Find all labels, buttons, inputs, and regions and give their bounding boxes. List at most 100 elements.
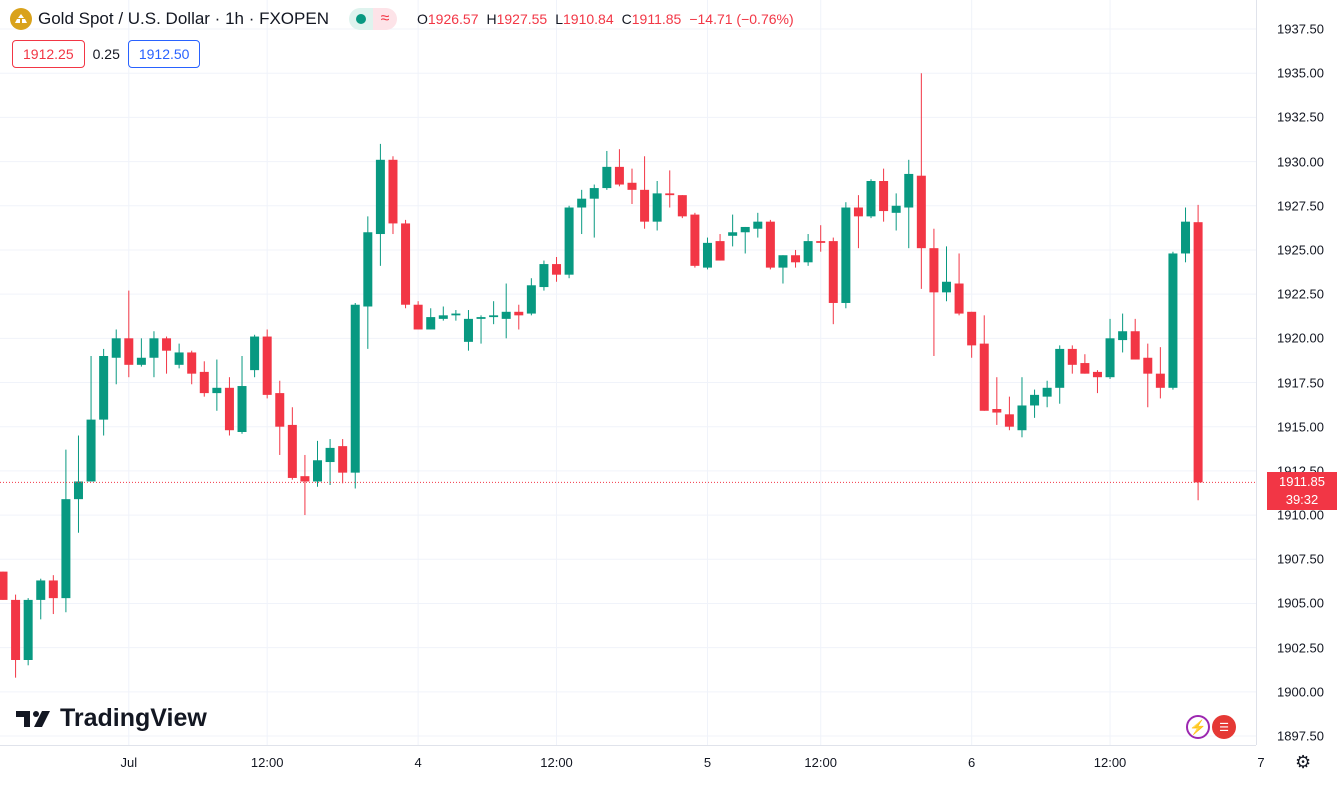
candle-body <box>350 304 360 473</box>
symbol-title[interactable]: Gold Spot / U.S. Dollar · 1h · FXOPEN <box>38 9 329 28</box>
candle-body <box>300 476 310 482</box>
candle-up <box>564 205 574 279</box>
candle-body <box>48 580 58 599</box>
candle-body <box>564 207 574 275</box>
candle-body <box>1055 348 1065 388</box>
candle-body <box>1092 371 1102 378</box>
price-tick-label: 1930.00 <box>1277 154 1324 170</box>
price-tick-label: 1907.50 <box>1277 551 1324 567</box>
candle-body <box>1042 387 1052 397</box>
candle-down <box>614 149 624 187</box>
candle-body <box>451 313 461 316</box>
candle-down <box>627 168 637 204</box>
candle-body <box>174 352 184 365</box>
price-tick-label: 1920.00 <box>1277 330 1324 346</box>
candle-body <box>73 481 83 500</box>
tradingview-logo[interactable]: TradingView <box>16 704 207 733</box>
candle-down <box>816 225 826 252</box>
candle-body <box>778 255 788 268</box>
candle-up <box>702 237 712 270</box>
price-tick-label: 1937.50 <box>1277 21 1324 37</box>
candle-down <box>979 315 989 411</box>
candlestick-chart[interactable] <box>0 0 1256 745</box>
candle-down <box>853 195 863 249</box>
bid-ask-panel: 1912.25 0.25 1912.50 <box>12 40 201 68</box>
candle-body <box>325 447 335 463</box>
candle-up <box>728 214 738 247</box>
candle-up <box>73 435 83 533</box>
candle-body <box>363 232 373 307</box>
candle-up <box>451 310 461 321</box>
time-tick-label: 7 <box>1257 755 1265 770</box>
candle-body <box>124 338 134 365</box>
time-tick-label: Jul <box>120 755 138 770</box>
chart-legend: Gold Spot / U.S. Dollar · 1h · FXOPEN ≈ … <box>10 8 794 30</box>
candle-body <box>677 195 687 217</box>
candle-body <box>401 223 411 305</box>
candle-body <box>1168 253 1178 388</box>
candle-body <box>728 232 738 236</box>
candle-up <box>86 355 96 482</box>
candle-body <box>111 338 121 358</box>
settings-gear-icon[interactable]: ⚙ <box>1295 752 1312 772</box>
price-tick-label: 1910.00 <box>1277 507 1324 523</box>
candle-body <box>224 387 234 431</box>
us-flag-icon[interactable]: ☰ <box>1212 715 1236 739</box>
candle-up <box>426 308 436 330</box>
sell-price-button[interactable]: 1912.25 <box>12 40 85 68</box>
candle-down <box>124 290 134 378</box>
candle-body <box>162 338 172 351</box>
candle-body <box>237 386 247 432</box>
time-tick-label: 12:00 <box>250 755 284 770</box>
candle-up <box>363 216 373 349</box>
buy-price-button[interactable]: 1912.50 <box>127 40 201 68</box>
candle-up <box>250 334 260 378</box>
lightning-icon[interactable]: ⚡ <box>1186 715 1210 739</box>
low-value: 1910.84 <box>563 11 614 27</box>
candle-down <box>690 212 700 268</box>
price-axis[interactable]: 1897.50 1900.00 1902.50 1905.00 1907.50 1910.… <box>1256 0 1342 745</box>
change-value: −14.71 (−0.76%) <box>689 11 794 27</box>
spread-value: 0.25 <box>92 46 120 62</box>
candle-down <box>640 156 650 229</box>
candle-up <box>99 348 109 436</box>
candles <box>0 73 1203 678</box>
candle-down <box>967 311 977 358</box>
candle-body <box>929 248 939 293</box>
candle-body <box>199 371 209 394</box>
candle-up <box>136 338 146 367</box>
candle-up <box>778 255 788 284</box>
price-tick-label: 1922.50 <box>1277 286 1324 302</box>
candle-body <box>250 336 260 371</box>
candle-body <box>715 241 725 261</box>
candle-up <box>602 150 612 190</box>
candle-body <box>1004 414 1014 427</box>
price-tick-label: 1900.00 <box>1277 684 1324 700</box>
candle-body <box>501 311 511 319</box>
candle-body <box>1080 363 1090 374</box>
candle-down <box>413 301 423 330</box>
market-status-badge[interactable]: ≈ <box>348 8 397 30</box>
last-price-value: 1911.85 <box>1278 474 1326 489</box>
candle-body <box>1143 357 1153 374</box>
candle-body <box>879 181 889 212</box>
candle-body <box>816 241 826 243</box>
candle-body <box>552 264 562 275</box>
candle-up <box>237 355 247 434</box>
candle-body <box>463 318 473 342</box>
candle-down <box>1067 345 1077 374</box>
candle-body <box>23 599 33 660</box>
candle-up <box>526 278 536 316</box>
close-value: 1911.85 <box>631 11 682 27</box>
price-tick-label: 1897.50 <box>1277 728 1324 744</box>
time-axis[interactable]: Jul 12:00 4 12:00 5 12:00 6 12:00 7 <box>0 745 1265 787</box>
data-delay-icon: ≈ <box>372 8 397 30</box>
candle-down <box>187 350 197 385</box>
candle-body <box>1030 394 1040 406</box>
candle-down <box>48 575 58 615</box>
candle-down <box>879 168 889 222</box>
ohlc-values: O1926.57 H1927.55 L1910.84 C1911.85 −14.… <box>417 11 794 27</box>
candle-down <box>1092 370 1102 394</box>
candle-up <box>652 181 662 231</box>
candle-up <box>174 343 184 369</box>
